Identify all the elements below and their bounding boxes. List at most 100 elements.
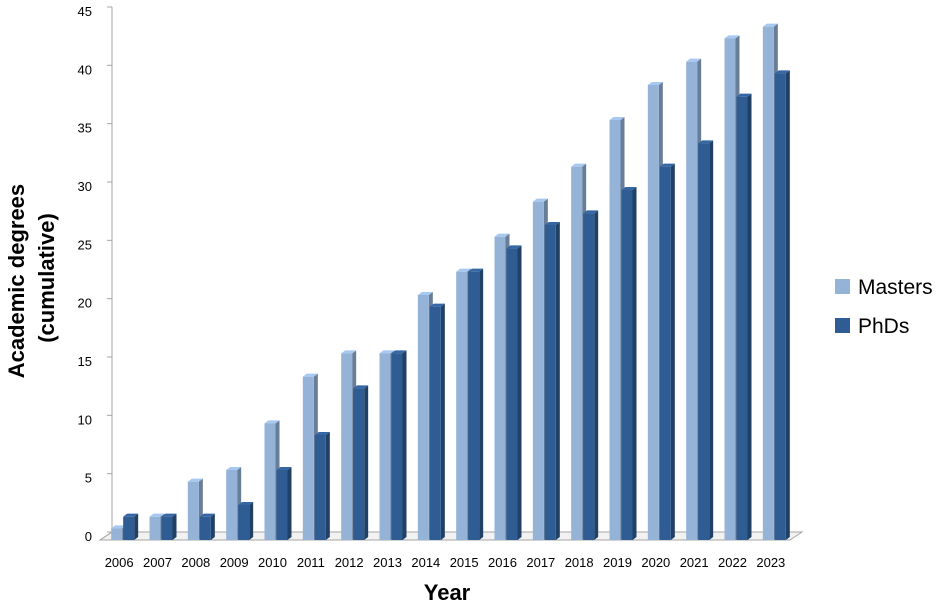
bar-phds-2021 bbox=[698, 140, 714, 541]
bar-front bbox=[187, 481, 199, 540]
x-tick-label: 2007 bbox=[143, 555, 172, 570]
bar-top bbox=[456, 268, 472, 272]
x-tick-label: 2012 bbox=[335, 555, 364, 570]
bar-front bbox=[199, 516, 211, 540]
bar-front bbox=[111, 528, 123, 540]
bar-front bbox=[544, 225, 556, 540]
bar-side bbox=[249, 502, 254, 540]
y-tick-label: 5 bbox=[85, 471, 92, 486]
y-tick-labels: 0 5 10 15 20 25 30 35 40 45 bbox=[78, 4, 92, 544]
bar-side bbox=[479, 268, 484, 540]
bar-top bbox=[506, 245, 522, 249]
bar-phds-2007 bbox=[161, 513, 177, 540]
bar-top bbox=[302, 373, 318, 377]
bar-top bbox=[238, 502, 254, 505]
bar-front bbox=[571, 166, 583, 540]
chart-bars bbox=[111, 23, 790, 541]
bar-phds-2023 bbox=[774, 70, 790, 540]
bar-side bbox=[210, 513, 215, 540]
bar-top bbox=[379, 350, 395, 354]
bar-side bbox=[709, 140, 714, 541]
bar-phds-2009 bbox=[238, 502, 254, 540]
bar-top bbox=[659, 163, 675, 167]
bar-side bbox=[402, 350, 407, 540]
bar-top bbox=[468, 268, 484, 272]
bar-top bbox=[621, 187, 637, 190]
bar-top bbox=[698, 140, 714, 144]
bar-side bbox=[555, 222, 560, 540]
y-tick-label: 40 bbox=[78, 62, 92, 77]
bar-phds-2006 bbox=[123, 513, 139, 540]
y-tick-label: 35 bbox=[78, 121, 92, 136]
bar-top bbox=[111, 525, 127, 529]
bar-side bbox=[325, 432, 330, 540]
x-tick-label: 2009 bbox=[220, 555, 249, 570]
x-axis-title: Year bbox=[424, 580, 471, 605]
x-tick-label: 2015 bbox=[450, 555, 479, 570]
bar-front bbox=[698, 143, 710, 541]
bar-top bbox=[571, 163, 587, 167]
x-tick-labels: 2006 2007 2008 2009 2010 2011 2012 2013 2014 2015… bbox=[105, 555, 786, 570]
bar-front bbox=[724, 38, 736, 540]
x-tick-label: 2014 bbox=[411, 555, 440, 570]
bar-front bbox=[314, 435, 326, 540]
bar-top bbox=[276, 467, 292, 470]
bar-top bbox=[391, 350, 407, 354]
bar-front bbox=[494, 236, 506, 540]
y-tick-label: 30 bbox=[78, 179, 92, 194]
bar-front bbox=[736, 96, 748, 541]
bar-phds-2015 bbox=[468, 268, 484, 540]
x-tick-label: 2010 bbox=[258, 555, 287, 570]
bar-side bbox=[287, 467, 292, 540]
bar-phds-2017 bbox=[544, 222, 560, 540]
bar-top bbox=[494, 233, 510, 237]
y-tick-label: 15 bbox=[78, 354, 92, 369]
y-tick-label: 10 bbox=[78, 412, 92, 427]
bar-side bbox=[747, 93, 752, 541]
bar-phds-2011 bbox=[314, 432, 330, 540]
bar-front bbox=[456, 271, 468, 540]
bar-top bbox=[609, 117, 625, 120]
bar-front bbox=[302, 376, 314, 540]
bar-side bbox=[364, 385, 369, 540]
bar-side bbox=[594, 210, 599, 541]
bar-top bbox=[762, 23, 778, 27]
x-tick-label: 2018 bbox=[565, 555, 594, 570]
bar-top bbox=[187, 478, 203, 482]
bar-front bbox=[532, 201, 544, 540]
bar-top bbox=[686, 58, 702, 62]
bar-phds-2014 bbox=[429, 303, 445, 540]
x-tick-label: 2008 bbox=[181, 555, 210, 570]
bar-front bbox=[659, 166, 671, 540]
y-axis-base-line bbox=[99, 531, 113, 541]
bar-front bbox=[123, 516, 135, 540]
legend-swatch-phds bbox=[835, 318, 850, 333]
bar-front bbox=[264, 423, 276, 540]
x-tick-label: 2016 bbox=[488, 555, 517, 570]
bar-top bbox=[353, 385, 369, 389]
bar-front bbox=[609, 120, 621, 540]
bar-top bbox=[341, 350, 357, 354]
bar-top bbox=[544, 222, 560, 225]
x-tick-label: 2023 bbox=[756, 555, 785, 570]
bar-phds-2019 bbox=[621, 187, 637, 540]
bar-top bbox=[532, 198, 548, 202]
bar-top bbox=[199, 513, 215, 517]
bar-side bbox=[517, 245, 522, 541]
legend-label-phds: PhDs bbox=[858, 315, 909, 338]
bar-top bbox=[429, 303, 445, 307]
bar-front bbox=[647, 85, 659, 540]
bar-top bbox=[583, 210, 599, 214]
bar-phds-2013 bbox=[391, 350, 407, 540]
bar-side bbox=[670, 163, 675, 540]
y-tick-label: 45 bbox=[78, 4, 92, 19]
bar-top bbox=[149, 513, 165, 517]
bar-top bbox=[161, 513, 177, 517]
bar-front bbox=[429, 306, 441, 540]
bar-top bbox=[314, 432, 330, 435]
bar-front bbox=[238, 505, 250, 540]
x-tick-label: 2022 bbox=[718, 555, 747, 570]
bar-front bbox=[276, 470, 288, 540]
bar-front bbox=[226, 470, 238, 540]
